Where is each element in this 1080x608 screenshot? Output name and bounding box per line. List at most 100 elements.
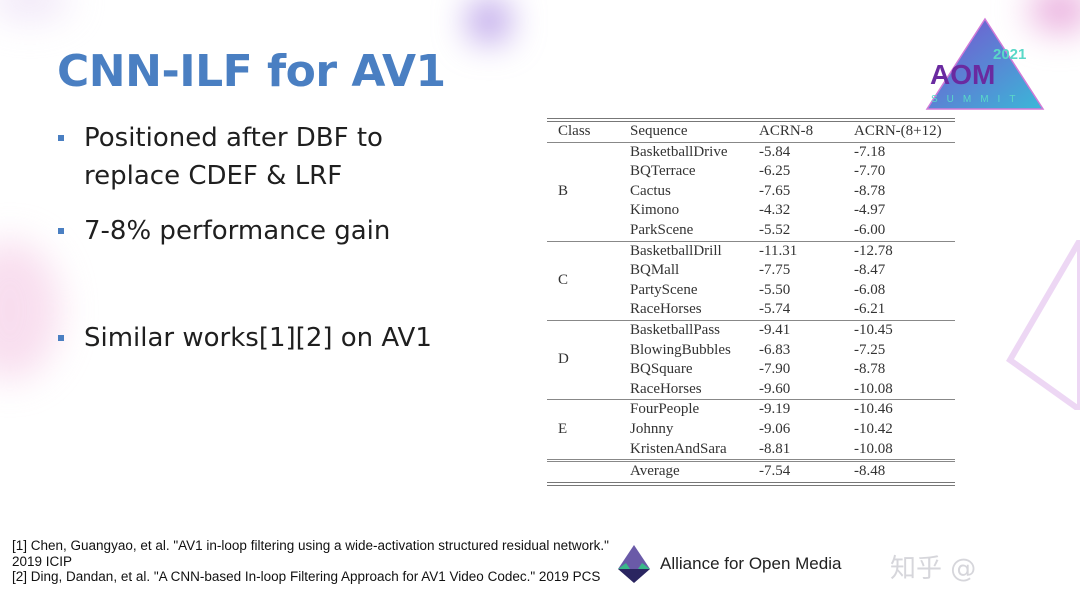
sequence-cell: BQTerrace bbox=[630, 163, 696, 180]
sequence-cell: FourPeople bbox=[630, 399, 759, 420]
bullet-text: replace CDEF & LRF bbox=[84, 161, 343, 191]
table-row: BlowingBubbles -6.83 -7.25 bbox=[547, 341, 955, 361]
bullet-text: Similar works[1][2] on AV1 bbox=[84, 323, 432, 353]
table-row: C BasketballDrill -11.31 -12.78 bbox=[547, 240, 955, 321]
class-cell: E bbox=[547, 399, 630, 461]
table-row: RaceHorses -9.60 -10.08 bbox=[547, 380, 955, 400]
svg-text:AOM: AOM bbox=[930, 59, 995, 90]
table-row: KristenAndSara -8.81 -10.08 bbox=[547, 440, 955, 461]
value-cell: -6.83 bbox=[759, 341, 791, 358]
aom-footer-logo: Alliance for Open Media bbox=[618, 545, 841, 583]
table-row: D BasketballPass -9.41 -10.45 bbox=[547, 319, 955, 400]
value-cell: -6.25 bbox=[759, 163, 791, 180]
sequence-cell: Kimono bbox=[630, 202, 680, 219]
sequence-cell: BlowingBubbles bbox=[630, 341, 731, 358]
value-cell: -10.46 bbox=[854, 399, 955, 420]
sequence-cell: Cactus bbox=[630, 182, 671, 199]
column-header: Class bbox=[558, 123, 591, 139]
svg-text:SUMMIT: SUMMIT bbox=[931, 94, 1024, 105]
sequence-cell: RaceHorses bbox=[630, 301, 702, 318]
sequence-cell: Johnny bbox=[630, 420, 674, 437]
value-cell: -12.78 bbox=[854, 240, 955, 262]
decor-triangle bbox=[1006, 240, 1080, 410]
value-cell: -8.47 bbox=[854, 262, 886, 279]
table-row: ParkScene -5.52 -6.00 bbox=[547, 221, 955, 241]
value-cell: -6.08 bbox=[854, 281, 886, 298]
sequence-cell: KristenAndSara bbox=[630, 440, 727, 457]
svg-text:2021: 2021 bbox=[993, 46, 1026, 63]
bullet-text: 7-8% performance gain bbox=[84, 216, 391, 246]
value-cell: -7.70 bbox=[854, 163, 886, 180]
bullet-text: Positioned after DBF to bbox=[84, 123, 383, 153]
table-row: Johnny -9.06 -10.42 bbox=[547, 420, 955, 440]
sequence-cell: BQSquare bbox=[630, 361, 693, 378]
decor-blob bbox=[0, 240, 60, 380]
watermark: 知乎 @ bbox=[890, 554, 977, 584]
table-row: Kimono -4.32 -4.97 bbox=[547, 201, 955, 221]
class-cell: C bbox=[547, 240, 630, 321]
table-row: BQTerrace -6.25 -7.70 bbox=[547, 162, 955, 182]
value-cell: -7.18 bbox=[854, 141, 955, 163]
table-row: B BasketballDrive -5.84 -7.18 bbox=[547, 141, 955, 242]
table-row: Cactus -7.65 -8.78 bbox=[547, 182, 955, 202]
value-cell: -10.08 bbox=[854, 440, 893, 457]
bullet-marker bbox=[58, 228, 64, 234]
value-cell: -8.78 bbox=[854, 182, 886, 199]
bullet-item: Positioned after DBF to replace CDEF & L… bbox=[58, 119, 383, 195]
average-value: -7.54 bbox=[759, 459, 854, 486]
column-header: ACRN-8 bbox=[759, 123, 814, 139]
value-cell: -9.41 bbox=[759, 319, 854, 341]
value-cell: -9.60 bbox=[759, 380, 791, 397]
value-cell: -5.74 bbox=[759, 301, 791, 318]
value-cell: -7.65 bbox=[759, 182, 791, 199]
bullet-marker bbox=[58, 335, 64, 341]
decor-blob bbox=[470, 2, 508, 40]
value-cell: -5.84 bbox=[759, 141, 854, 163]
bullet-marker bbox=[58, 135, 64, 141]
sequence-cell: BQMall bbox=[630, 262, 680, 279]
average-label: Average bbox=[630, 459, 759, 486]
value-cell: -8.78 bbox=[854, 361, 886, 378]
value-cell: -6.21 bbox=[854, 301, 886, 318]
value-cell: -7.90 bbox=[759, 361, 791, 378]
table-row: PartyScene -5.50 -6.08 bbox=[547, 281, 955, 301]
value-cell: -7.25 bbox=[854, 341, 886, 358]
value-cell: -5.50 bbox=[759, 281, 791, 298]
slide-title: CNN-ILF for AV1 bbox=[57, 46, 446, 97]
class-cell: D bbox=[547, 319, 630, 400]
sequence-cell: BasketballDrive bbox=[630, 141, 759, 163]
sequence-cell: ParkScene bbox=[630, 221, 694, 238]
table-row: BQMall -7.75 -8.47 bbox=[547, 261, 955, 281]
value-cell: -4.97 bbox=[854, 202, 886, 219]
table-row: BQSquare -7.90 -8.78 bbox=[547, 360, 955, 380]
class-cell: B bbox=[547, 141, 630, 242]
value-cell: -7.75 bbox=[759, 262, 791, 279]
results-table: Class Sequence ACRN-8 ACRN-(8+12) B Baske… bbox=[547, 118, 955, 486]
value-cell: -5.52 bbox=[759, 221, 791, 238]
sequence-cell: RaceHorses bbox=[630, 380, 702, 397]
value-cell: -10.42 bbox=[854, 420, 893, 437]
sequence-cell: BasketballDrill bbox=[630, 240, 759, 262]
average-row: Average -7.54 -8.48 bbox=[547, 459, 955, 486]
bullet-item: 7-8% performance gain bbox=[58, 212, 390, 250]
references: [1] Chen, Guangyao, et al. "AV1 in-loop … bbox=[12, 538, 612, 585]
value-cell: -10.45 bbox=[854, 319, 955, 341]
value-cell: -9.06 bbox=[759, 420, 791, 437]
column-header: Sequence bbox=[630, 123, 688, 139]
average-value: -8.48 bbox=[854, 459, 955, 486]
value-cell: -4.32 bbox=[759, 202, 791, 219]
sequence-cell: BasketballPass bbox=[630, 319, 759, 341]
value-cell: -10.08 bbox=[854, 380, 893, 397]
value-cell: -8.81 bbox=[759, 440, 791, 457]
value-cell: -9.19 bbox=[759, 399, 854, 420]
decor-blob bbox=[0, 0, 70, 20]
table-row: E FourPeople -9.19 -10.46 bbox=[547, 399, 955, 461]
reference-item: [1] Chen, Guangyao, et al. "AV1 in-loop … bbox=[12, 538, 609, 569]
reference-item: [2] Ding, Dandan, et al. "A CNN-based In… bbox=[12, 569, 601, 584]
aom-triangle-icon bbox=[618, 545, 650, 583]
value-cell: -11.31 bbox=[759, 240, 854, 262]
value-cell: -6.00 bbox=[854, 221, 886, 238]
bullet-item: Similar works[1][2] on AV1 bbox=[58, 319, 432, 357]
sequence-cell: PartyScene bbox=[630, 281, 698, 298]
column-header: ACRN-(8+12) bbox=[854, 123, 942, 139]
